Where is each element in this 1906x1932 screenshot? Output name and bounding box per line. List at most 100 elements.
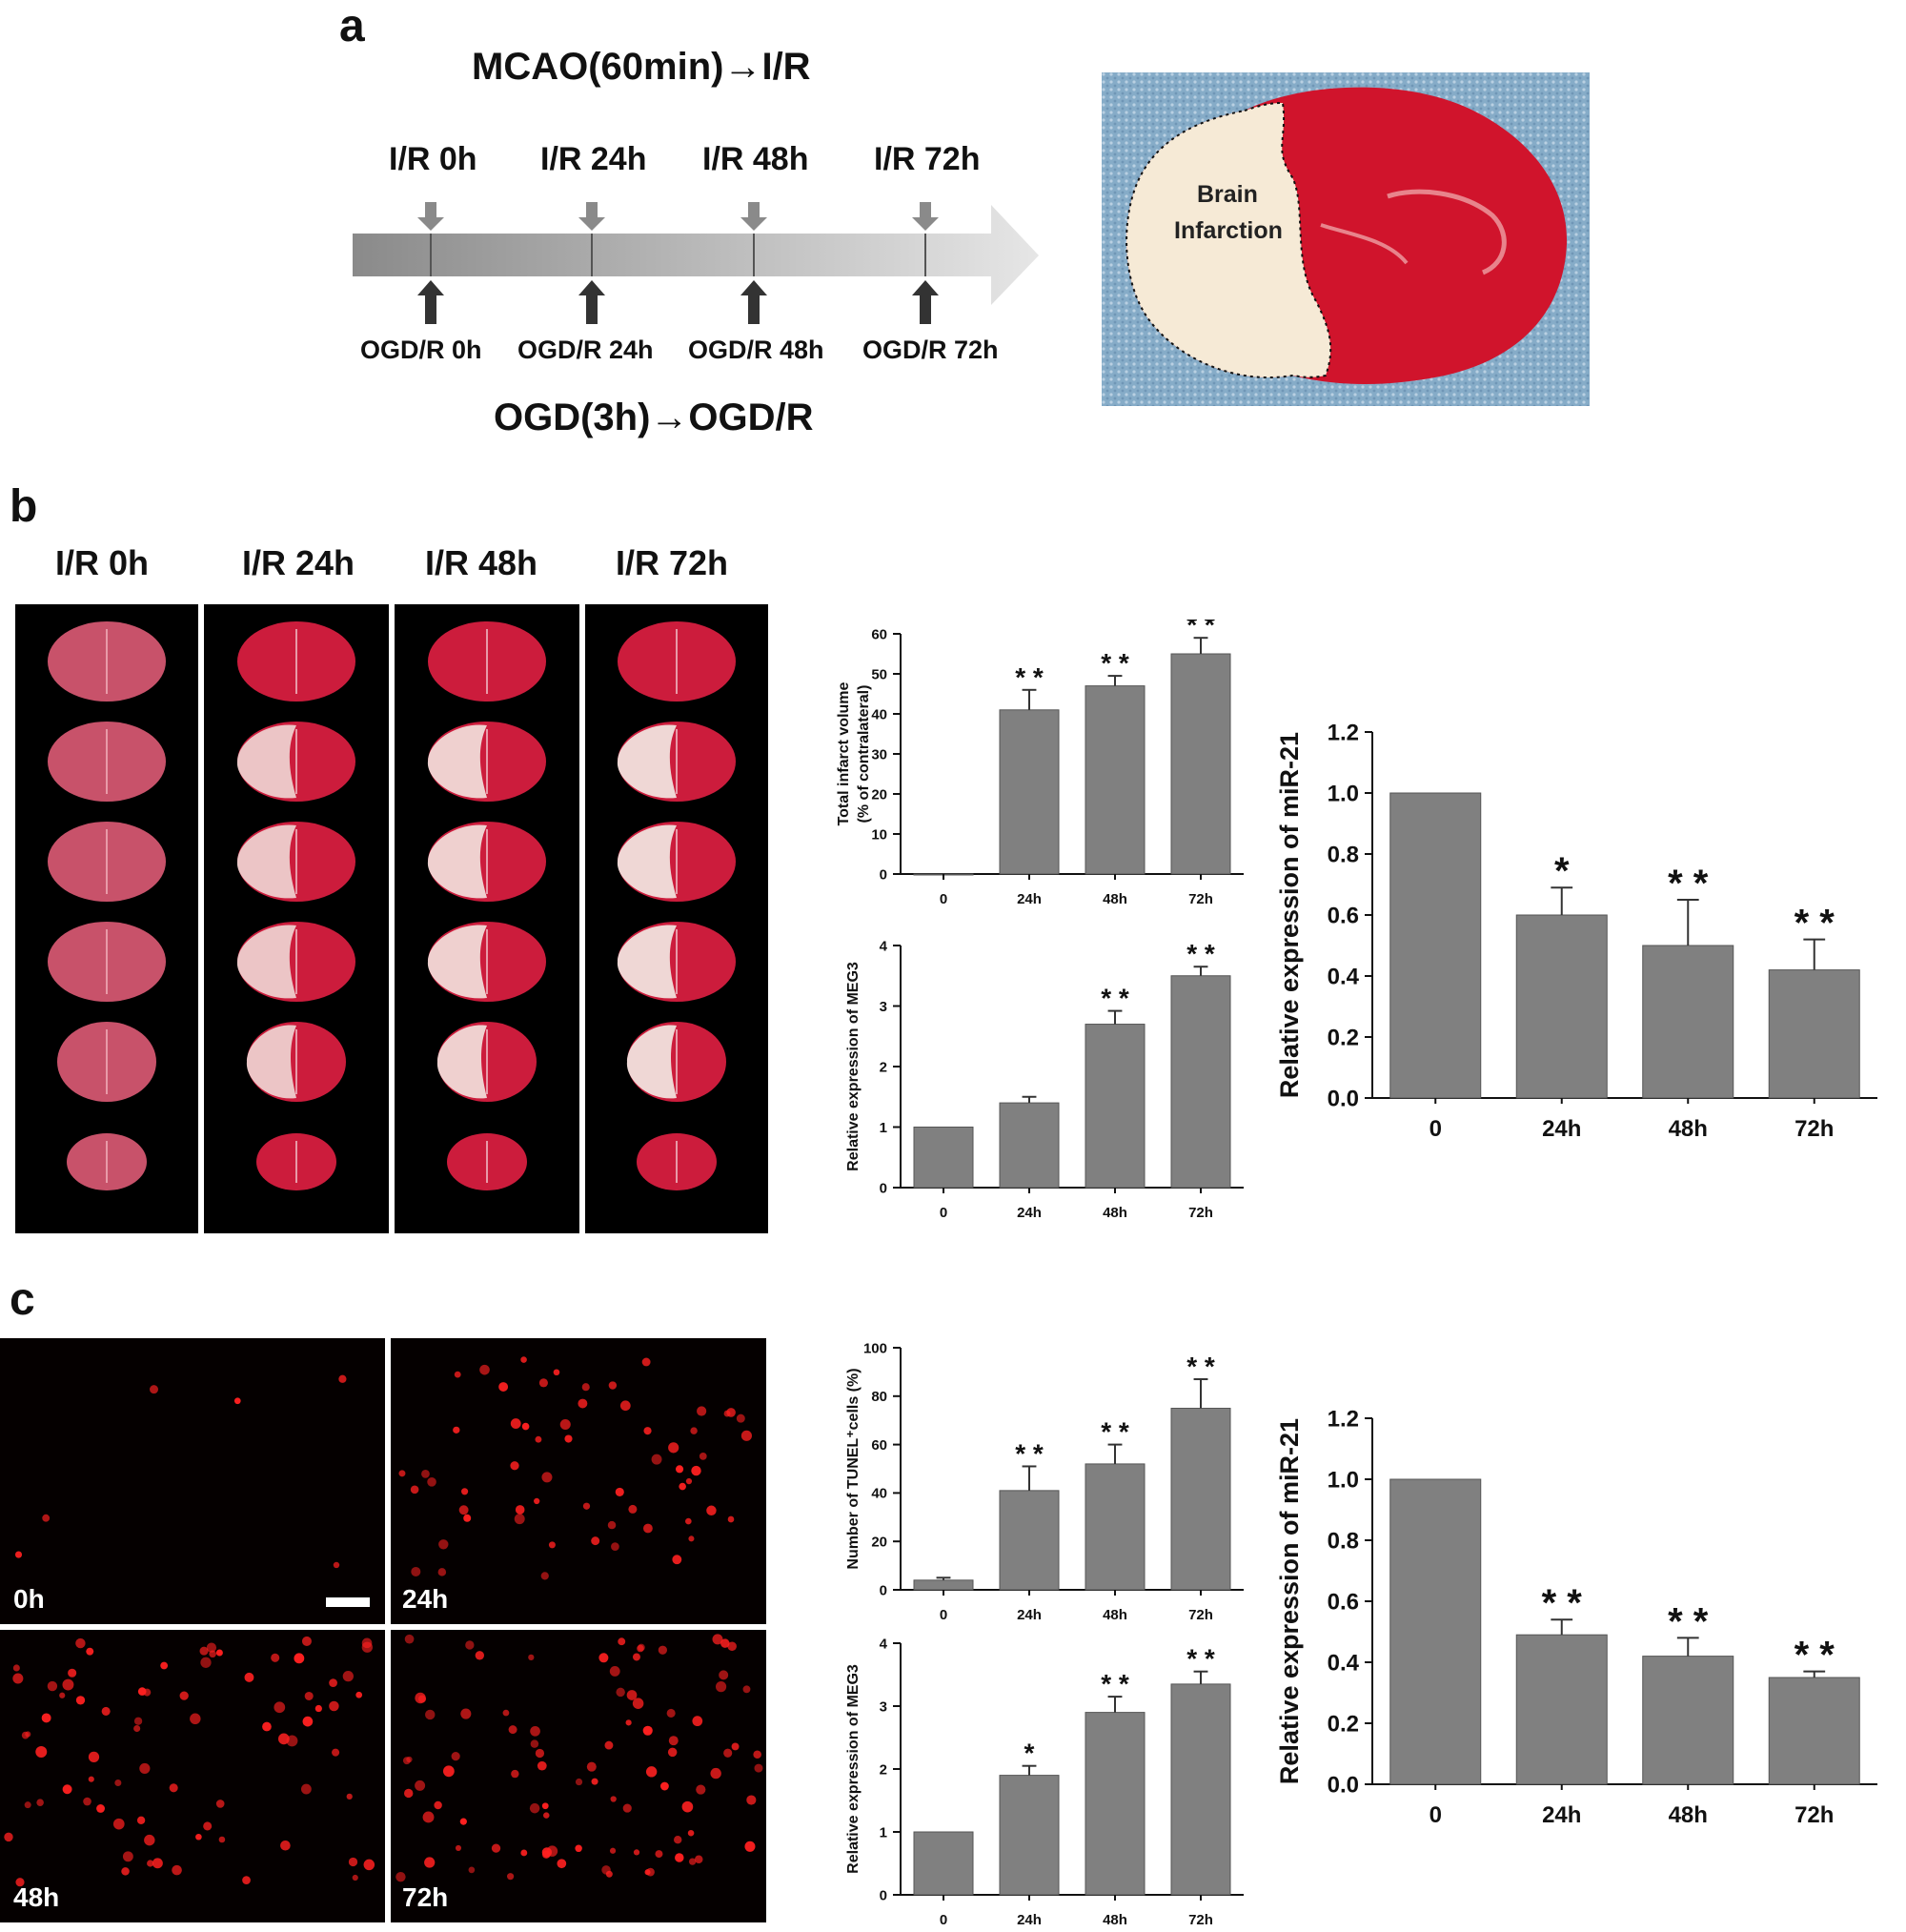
x-tick-label: 48h bbox=[1669, 1116, 1708, 1142]
significance-label: * * bbox=[1186, 1352, 1215, 1381]
tunel-cell bbox=[553, 1369, 560, 1376]
tunel-cell bbox=[280, 1840, 291, 1851]
bar bbox=[1085, 1024, 1146, 1189]
tunel-cell bbox=[632, 1698, 644, 1709]
significance-label: * * bbox=[1015, 662, 1044, 692]
tunel-cell bbox=[301, 1636, 312, 1646]
tunel-cell bbox=[528, 1654, 535, 1660]
tunel-cell bbox=[68, 1668, 77, 1678]
infarct-region bbox=[236, 824, 296, 899]
tunel-cell bbox=[616, 1687, 625, 1698]
tunel-cell bbox=[604, 1740, 614, 1750]
y-tick-label: 20 bbox=[871, 786, 887, 803]
infarct-region bbox=[617, 824, 677, 899]
tunel-cell bbox=[86, 1647, 94, 1656]
x-tick-label: 72h bbox=[1794, 1802, 1834, 1828]
tunel-cell bbox=[455, 1844, 462, 1851]
bar bbox=[1170, 653, 1231, 875]
chart-infarct-volume: 0 10 20 30 40 50 60 0 24h * * 48h * * 72h * * Total in… bbox=[836, 620, 1244, 907]
x-tick-label: 48h bbox=[1103, 1912, 1127, 1928]
bar bbox=[1515, 914, 1608, 1099]
tunel-positive-cells bbox=[395, 1634, 763, 1882]
tunel-cell bbox=[699, 1452, 707, 1460]
tunel-cell bbox=[581, 1383, 590, 1392]
tunel-cell bbox=[355, 1691, 363, 1698]
tunel-cell bbox=[515, 1505, 525, 1515]
significance-label: * * bbox=[1186, 620, 1215, 640]
bar bbox=[1642, 945, 1734, 1099]
significance-label: * * bbox=[1101, 984, 1129, 1013]
tunel-cell bbox=[427, 1477, 436, 1487]
tunel-cell bbox=[736, 1413, 745, 1423]
tunel-cell bbox=[655, 1850, 663, 1859]
tunel-cell bbox=[491, 1843, 501, 1853]
tunel-cell bbox=[605, 1870, 613, 1878]
tunel-cell bbox=[36, 1799, 44, 1806]
tunel-cell bbox=[731, 1742, 740, 1751]
tunel-cell bbox=[169, 1783, 178, 1793]
tunel-cell bbox=[361, 1637, 373, 1649]
y-tick-label: 60 bbox=[871, 1437, 887, 1454]
tunel-cell bbox=[415, 1779, 426, 1791]
y-tick-label: 20 bbox=[871, 1534, 887, 1550]
chart-meg3-invivo: 0 1 2 3 4 0 24h 48h * * 72h * * Relative expression… bbox=[845, 938, 1244, 1221]
tunel-cell bbox=[83, 1797, 91, 1806]
y-tick-label: 1.2 bbox=[1328, 720, 1359, 745]
significance-label: * * bbox=[1101, 1669, 1129, 1698]
x-tick-label: 24h bbox=[1017, 891, 1042, 907]
x-tick-label: 48h bbox=[1103, 1205, 1127, 1221]
tunel-cell bbox=[543, 1812, 550, 1819]
tunel-cell bbox=[609, 1847, 617, 1854]
infarct-region bbox=[236, 724, 296, 799]
tunel-cell bbox=[14, 1551, 23, 1558]
bar bbox=[1768, 969, 1860, 1099]
tunel-cell bbox=[642, 1725, 653, 1736]
tunel-label-0h: 0h bbox=[13, 1584, 45, 1614]
bar bbox=[999, 1102, 1060, 1189]
tunel-cell bbox=[424, 1857, 436, 1868]
tunel-cell bbox=[645, 1766, 658, 1778]
significance-label: * * bbox=[1794, 1635, 1835, 1677]
scale-bar bbox=[326, 1597, 370, 1607]
timeline-label-ogdr-72h: OGD/R 72h bbox=[862, 336, 999, 364]
tunel-cell bbox=[262, 1721, 272, 1732]
tunel-cell bbox=[139, 1762, 151, 1775]
tunel-cell bbox=[437, 1568, 447, 1576]
timeline-up-arrows bbox=[417, 280, 939, 324]
tunel-cell bbox=[742, 1685, 751, 1694]
tunel-cell bbox=[633, 1849, 640, 1856]
tunel-cell bbox=[465, 1640, 475, 1650]
ttc-column-label-24h: I/R 24h bbox=[242, 543, 355, 582]
tunel-cell bbox=[674, 1836, 682, 1844]
y-axis-label-line2: (% of contralateral) bbox=[856, 685, 872, 824]
tunel-cell bbox=[242, 1876, 251, 1884]
tunel-cell bbox=[133, 1724, 141, 1733]
y-axis-label: Total infarct volume bbox=[836, 681, 852, 825]
tunel-cell bbox=[514, 1514, 525, 1525]
tunel-cell bbox=[754, 1763, 763, 1773]
tunel-cell bbox=[529, 1802, 540, 1814]
y-tick-label: 0.0 bbox=[1328, 1086, 1359, 1111]
tunel-cell bbox=[453, 1426, 460, 1434]
tunel-cell bbox=[233, 1397, 241, 1405]
ttc-slices bbox=[617, 621, 736, 1190]
tunel-cell bbox=[12, 1673, 24, 1684]
significance-label: * * bbox=[1015, 1438, 1044, 1468]
tunel-cell bbox=[690, 1427, 698, 1434]
tunel-cell bbox=[458, 1505, 469, 1515]
x-tick-label: 72h bbox=[1794, 1116, 1834, 1142]
tunel-cell bbox=[88, 1776, 94, 1782]
tunel-cell bbox=[740, 1430, 752, 1441]
bar bbox=[999, 1490, 1060, 1591]
tunel-cell bbox=[114, 1779, 122, 1786]
tunel-cell bbox=[133, 1717, 143, 1725]
tunel-cell bbox=[651, 1454, 662, 1465]
tunel-cell bbox=[723, 1748, 733, 1758]
tunel-cell bbox=[329, 1678, 337, 1687]
bar bbox=[1170, 975, 1231, 1189]
x-tick-label: 0 bbox=[940, 1912, 947, 1928]
y-tick-label: 4 bbox=[880, 1636, 888, 1652]
tunel-cell bbox=[451, 1752, 460, 1761]
tunel-cell bbox=[541, 1472, 553, 1483]
tunel-cell bbox=[575, 1778, 583, 1786]
